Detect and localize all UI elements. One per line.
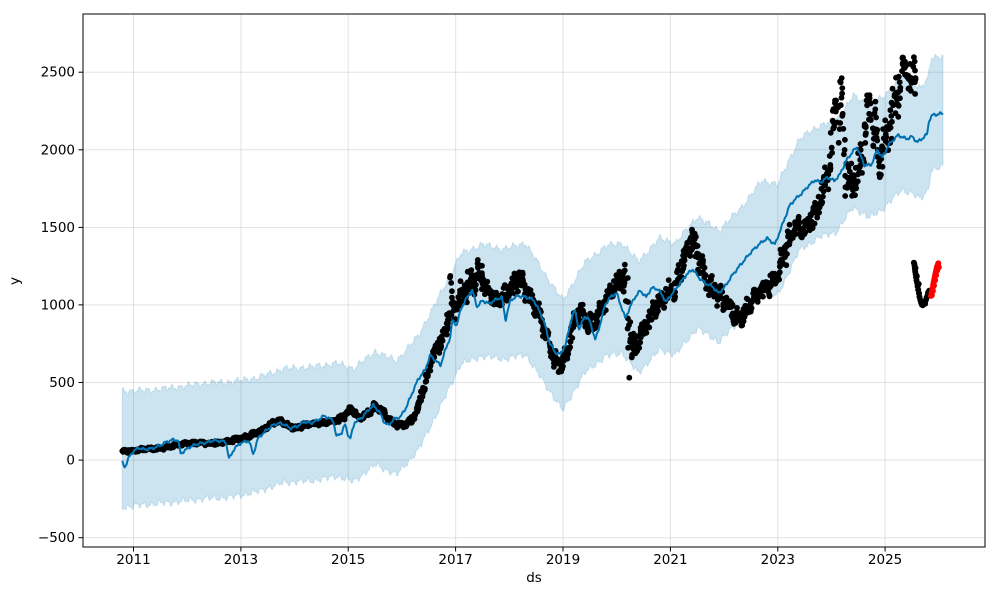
x-tick-label: 2025	[868, 552, 902, 568]
plot-border	[82, 13, 986, 548]
y-tick-label: 2500	[41, 65, 75, 81]
forecast-line	[121, 111, 944, 469]
y-axis-label: y	[7, 277, 23, 285]
x-tick-label: 2017	[438, 552, 472, 568]
anomaly-points	[928, 260, 942, 299]
x-tick-label: 2011	[116, 552, 150, 568]
uncertainty-band-layer	[121, 53, 944, 511]
grid-layer	[83, 14, 985, 547]
x-axis-label: ds	[526, 570, 542, 586]
y-tick-label: 2000	[41, 142, 75, 158]
y-ticks-layer: −500 0 500 1000 1500 2000 2500	[38, 65, 83, 546]
forecast-line-layer	[121, 111, 944, 469]
uncertainty-band	[121, 53, 944, 511]
x-tick-label: 2019	[546, 552, 580, 568]
x-tick-label: 2015	[331, 552, 365, 568]
y-tick-label: −500	[38, 530, 75, 546]
y-tick-label: 0	[66, 453, 75, 469]
x-ticks-layer: 2011 2013 2015 2017 2019 2021 2023 2025	[116, 547, 902, 568]
y-tick-label: 1500	[41, 220, 75, 236]
y-tick-label: 500	[49, 375, 75, 391]
x-tick-label: 2013	[224, 552, 258, 568]
y-tick-label: 1000	[41, 297, 75, 313]
x-tick-label: 2023	[761, 552, 795, 568]
x-tick-label: 2021	[653, 552, 687, 568]
anomaly-points-layer	[928, 260, 942, 299]
